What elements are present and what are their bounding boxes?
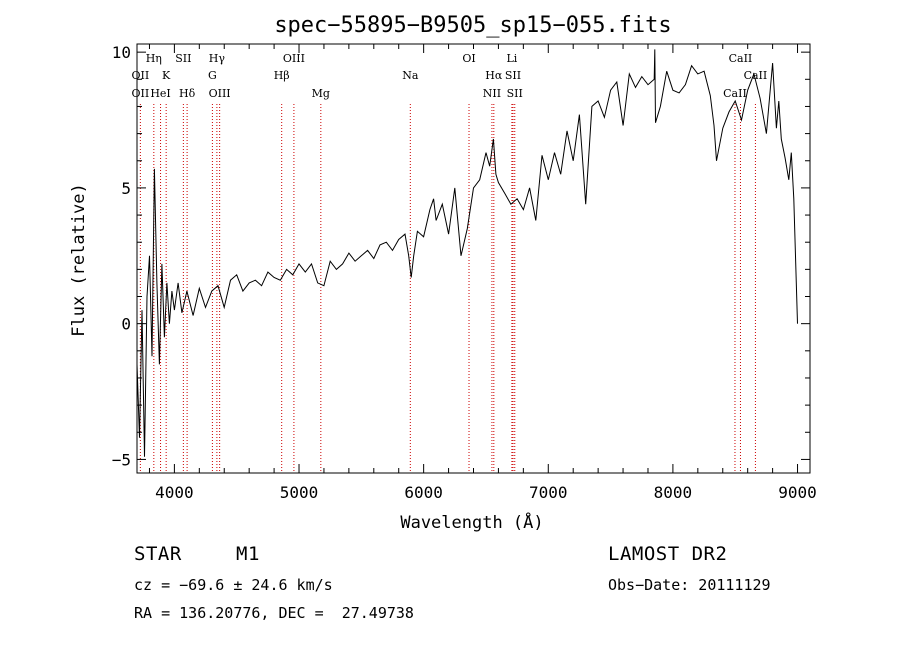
- x-tick-label: 6000: [404, 483, 443, 502]
- y-axis-label: Flux (relative): [69, 183, 89, 337]
- spectral-line-label: Hα: [485, 69, 503, 82]
- spectral-line-label: Hη: [146, 52, 162, 65]
- object-subclass: M1: [236, 543, 260, 565]
- spectral-line-label: SII: [175, 52, 191, 65]
- survey-name: LAMOST DR2: [608, 543, 728, 565]
- spectral-line-label: Hβ: [274, 69, 290, 82]
- spectral-line-label: SII: [507, 87, 523, 100]
- y-tick-label: 0: [121, 315, 131, 334]
- y-tick-label: −5: [112, 450, 131, 469]
- spectral-line-label: OIII: [209, 87, 231, 100]
- spectral-line-label: SII: [505, 69, 521, 82]
- spectral-line-label: CaII: [723, 87, 747, 100]
- spectral-line-label: Na: [402, 69, 419, 82]
- y-axis-ticks: −5 0 5 10: [112, 43, 810, 469]
- x-tick-label: 7000: [529, 483, 568, 502]
- spectral-line-label: CaII: [744, 69, 768, 82]
- spectral-line-label: Li: [506, 52, 517, 65]
- coordinates-text: RA = 136.20776, DEC = 27.49738: [134, 604, 414, 622]
- obs-date-text: Obs−Date: 20111129: [608, 576, 771, 594]
- spectral-line-label: G: [208, 69, 217, 82]
- spectrum-line: [136, 49, 798, 457]
- spectral-line-label: NII: [483, 87, 501, 100]
- object-class: STAR: [134, 543, 182, 565]
- spectral-line-label: OII: [132, 69, 150, 82]
- y-tick-label: 10: [112, 43, 131, 62]
- x-axis-label: Wavelength (Å): [400, 511, 543, 533]
- spectral-line-label: Hγ: [209, 52, 226, 65]
- spectral-line-label: Mg: [312, 87, 330, 100]
- x-tick-label: 5000: [280, 483, 319, 502]
- spectral-line-label: OIII: [283, 52, 305, 65]
- velocity-text: cz = −69.6 ± 24.6 km/s: [134, 576, 333, 594]
- x-axis-ticks: 4000 5000 6000 7000 8000 9000: [148, 44, 817, 502]
- x-tick-label: 4000: [155, 483, 194, 502]
- x-tick-label: 8000: [654, 483, 693, 502]
- x-tick-label: 9000: [778, 483, 817, 502]
- spectral-line-label: K: [162, 69, 171, 82]
- spectral-line-label: OII: [132, 87, 150, 100]
- spectral-line-label: CaII: [729, 52, 753, 65]
- y-tick-label: 5: [121, 179, 131, 198]
- chart-title: spec−55895−B9505_sp15−055.fits: [274, 13, 671, 38]
- spectral-line-label: Hδ: [179, 87, 196, 100]
- plot-frame: [136, 43, 811, 474]
- spectral-line-labels: OII OII HηK HeI SII Hδ Hγ G OIII OIII Hβ Mg Na OI Hα NI…: [132, 52, 768, 100]
- spectral-line-markers: [139, 104, 756, 473]
- spectral-line-label: OI: [462, 52, 475, 65]
- spectral-line-label: HeI: [150, 87, 170, 100]
